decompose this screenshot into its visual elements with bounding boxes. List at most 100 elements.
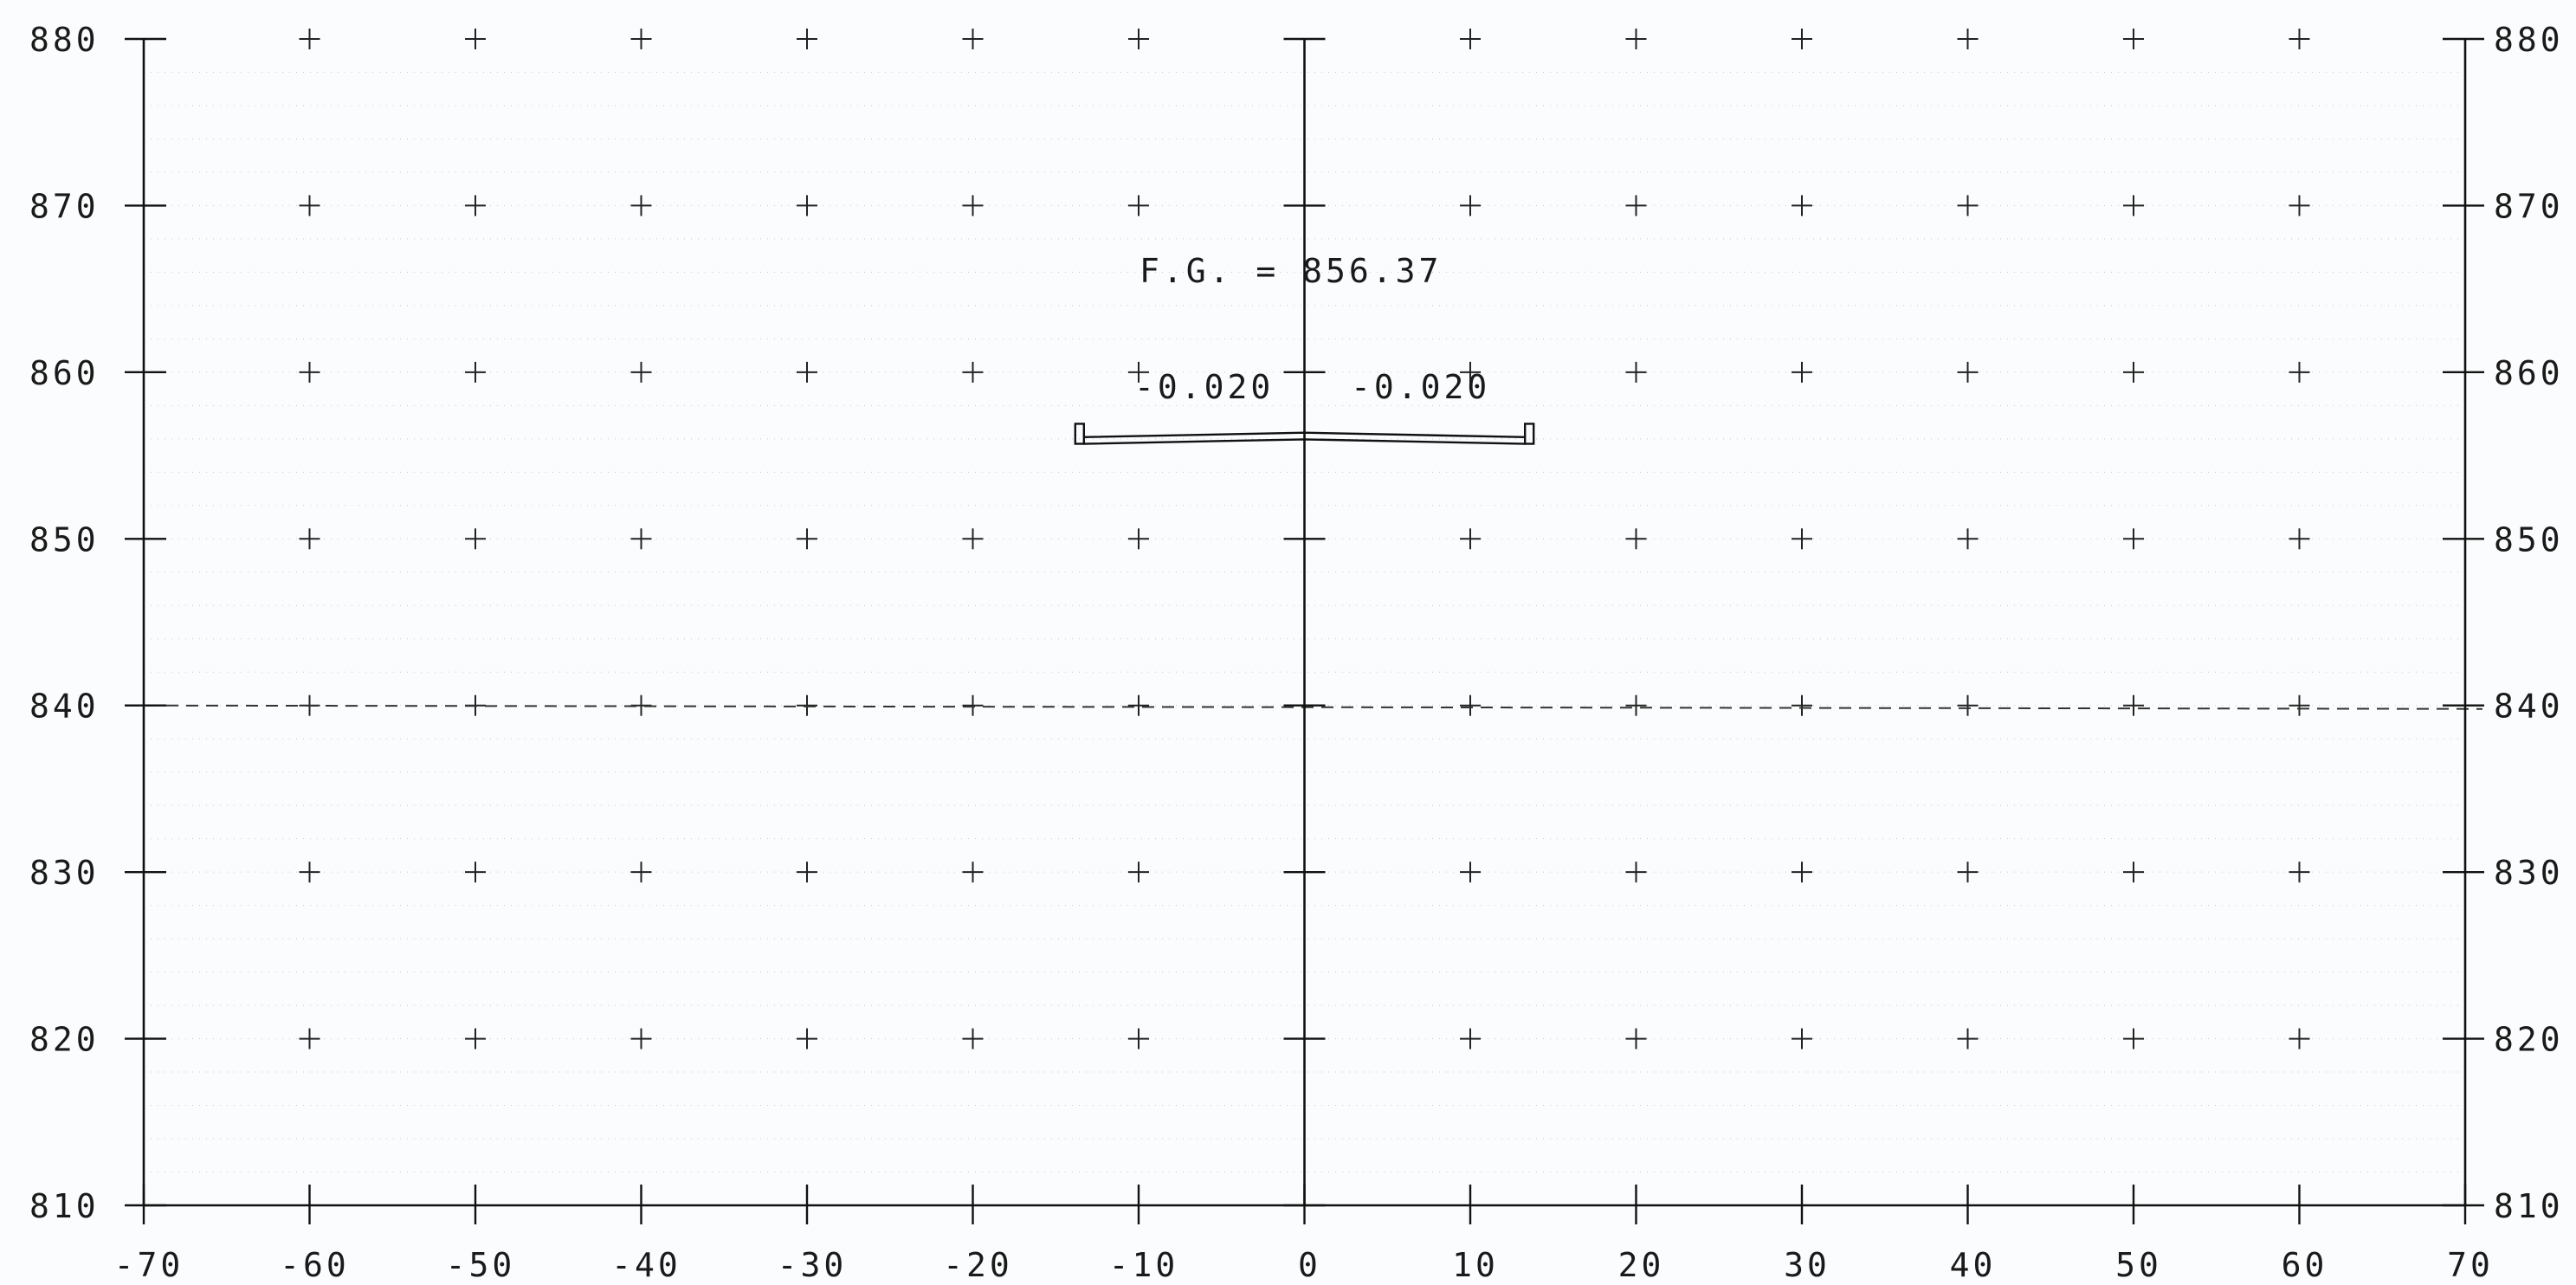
grid-cross	[1128, 29, 1149, 49]
grid-cross	[2123, 361, 2144, 383]
grid-cross	[630, 29, 652, 49]
grid-cross	[299, 528, 320, 550]
grid-cross	[630, 195, 652, 216]
grid-cross	[1625, 694, 1647, 716]
grid-cross	[1460, 1028, 1481, 1049]
grid-cross	[299, 29, 320, 49]
right-y-tick-label: 860	[2494, 354, 2564, 392]
grid-cross	[1792, 361, 1812, 383]
left-y-tick-label: 870	[29, 187, 100, 225]
left-y-tick-label: 840	[29, 688, 100, 726]
right-y-tick-label: 850	[2494, 520, 2564, 559]
grid-cross	[299, 361, 320, 383]
grid-cross	[2123, 1028, 2144, 1049]
grid-cross	[962, 29, 984, 49]
x-tick-label: 10	[1452, 1246, 1499, 1284]
grid-cross	[1625, 1028, 1647, 1049]
grid-cross	[962, 694, 984, 716]
grid-cross	[2123, 195, 2144, 216]
grid-cross	[2123, 694, 2144, 716]
grid-cross	[299, 862, 320, 883]
grid-cross	[1128, 195, 1149, 216]
grid-cross	[465, 528, 486, 550]
x-tick-label: -70	[114, 1246, 184, 1284]
x-tick-label: -10	[1109, 1246, 1179, 1284]
left-y-tick-label: 880	[29, 21, 100, 59]
grid-cross	[1460, 694, 1481, 716]
grid-cross	[797, 29, 817, 49]
grid-cross	[797, 1028, 817, 1049]
axis-tick-labels: 810 810 820 820 830 830 840 840 850 850 860 860 870 8…	[29, 21, 2564, 1284]
grid-cross	[465, 195, 486, 216]
grid-cross	[630, 361, 652, 383]
right-y-tick-label: 840	[2494, 688, 2564, 726]
grid-cross	[299, 1028, 320, 1049]
right-curb	[1523, 423, 1535, 445]
grid-cross	[1460, 195, 1481, 216]
left-y-tick-label: 860	[29, 354, 100, 392]
grid-cross	[1128, 361, 1149, 383]
roadway-section	[1074, 423, 1535, 445]
grid-cross	[2289, 1028, 2310, 1049]
grid-cross	[1625, 862, 1647, 883]
grid-cross	[1625, 195, 1647, 216]
grid-cross	[2289, 694, 2310, 716]
finish-grade-label: F.G. = 856.37	[1140, 252, 1442, 290]
grid-cross	[465, 361, 486, 383]
left-y-tick-label: 830	[29, 854, 100, 892]
grid-cross	[1460, 528, 1481, 550]
axis-ticks	[125, 37, 2484, 1224]
grid-cross	[1792, 528, 1812, 550]
grid-cross	[1957, 29, 1979, 49]
grid-cross	[2289, 361, 2310, 383]
x-tick-label: -30	[778, 1246, 848, 1284]
right-y-tick-label: 870	[2494, 187, 2564, 225]
left-y-tick-label: 820	[29, 1021, 100, 1059]
grid-cross	[630, 1028, 652, 1049]
right-y-tick-label: 810	[2494, 1187, 2564, 1225]
x-tick-label: -50	[446, 1246, 516, 1284]
grid-cross	[1128, 528, 1149, 550]
grid-cross	[1957, 361, 1979, 383]
left-slope-label: -0.020	[1134, 368, 1274, 406]
grid-cross	[962, 528, 984, 550]
grid-cross	[2289, 195, 2310, 216]
x-tick-label: 70	[2447, 1246, 2494, 1284]
grid-cross	[1957, 195, 1979, 216]
grid-cross	[299, 195, 320, 216]
grid-cross	[2123, 29, 2144, 49]
grid-cross	[962, 1028, 984, 1049]
x-tick-label: 60	[2282, 1246, 2328, 1284]
grid-cross	[1625, 528, 1647, 550]
grid-cross	[1625, 29, 1647, 49]
grid-cross	[1625, 361, 1647, 383]
grid-cross	[2289, 29, 2310, 49]
grid-cross	[465, 29, 486, 49]
right-y-tick-label: 830	[2494, 854, 2564, 892]
x-tick-label: 30	[1784, 1246, 1830, 1284]
grid-cross	[2289, 528, 2310, 550]
x-tick-label: -20	[943, 1246, 1013, 1284]
x-tick-label: 40	[1950, 1246, 1997, 1284]
grid-cross	[1957, 528, 1979, 550]
right-y-tick-label: 880	[2494, 21, 2564, 59]
grid-cross	[962, 862, 984, 883]
right-y-tick-label: 820	[2494, 1021, 2564, 1059]
left-curb	[1074, 423, 1086, 445]
grid-cross	[962, 361, 984, 383]
grid-cross	[1792, 29, 1812, 49]
grid-cross	[797, 694, 817, 716]
grid-cross	[2289, 862, 2310, 883]
x-tick-label: 0	[1298, 1246, 1321, 1284]
left-y-tick-label: 850	[29, 520, 100, 559]
grid-cross	[465, 1028, 486, 1049]
grid-cross	[797, 361, 817, 383]
roadway-bottom-surface	[1083, 438, 1526, 445]
right-slope-label: -0.020	[1351, 368, 1490, 406]
x-tick-label: -60	[280, 1246, 350, 1284]
x-tick-label: 20	[1618, 1246, 1665, 1284]
grid-cross	[1460, 862, 1481, 883]
grid-cross	[797, 528, 817, 550]
grid-cross	[1128, 1028, 1149, 1049]
